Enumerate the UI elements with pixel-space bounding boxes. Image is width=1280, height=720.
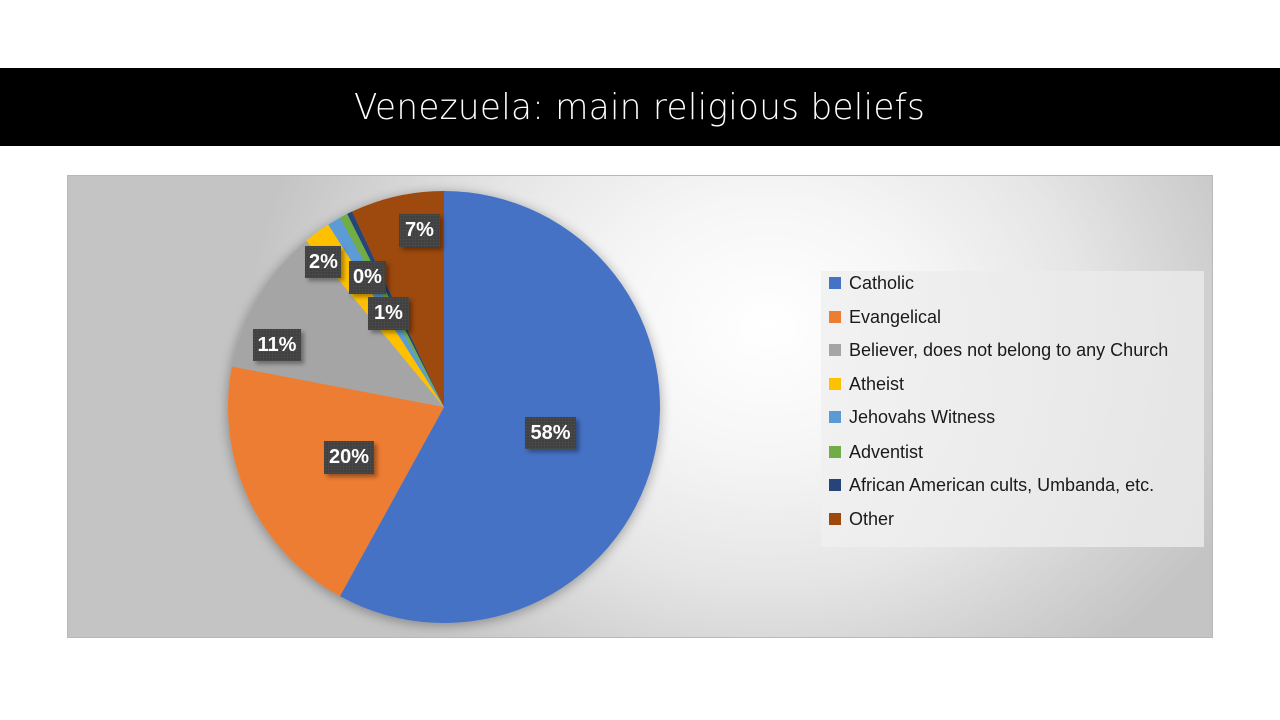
title-bar: Venezuela: main religious beliefs (0, 68, 1280, 146)
pie-slice-evangelical (228, 366, 444, 597)
legend-swatch-icon (829, 479, 841, 491)
pie-chart: 58% 20% 11% 2% 0% 1% 7% Catholic Evangel… (67, 175, 1213, 638)
legend-label: African American cults, Umbanda, etc. (849, 474, 1155, 495)
data-label-evangelical: 20% (324, 441, 374, 474)
legend-item-catholic: Catholic (829, 271, 914, 295)
legend-swatch-icon (829, 344, 841, 356)
legend-swatch-icon (829, 411, 841, 423)
chart-legend: Catholic Evangelical Believer, does not … (821, 271, 1204, 547)
legend-item-atheist: Atheist (829, 372, 904, 396)
legend-swatch-icon (829, 513, 841, 525)
legend-item-adventist: Adventist (829, 440, 923, 464)
pie-slice-catholic (339, 191, 660, 623)
data-label-jehovahs-witness: 1% (368, 297, 409, 330)
legend-label: Other (849, 508, 895, 529)
slide-title: Venezuela: main religious beliefs (354, 86, 926, 128)
legend-item-jehovahs-witness: Jehovahs Witness (829, 405, 995, 429)
legend-swatch-icon (829, 446, 841, 458)
data-label-catholic: 58% (525, 417, 576, 449)
data-label-believer: 11% (253, 329, 301, 361)
legend-swatch-icon (829, 378, 841, 390)
legend-label: Catholic (849, 272, 915, 293)
legend-label: Believer, does not belong to any Church (849, 339, 1169, 360)
legend-item-evangelical: Evangelical (829, 305, 941, 329)
legend-swatch-icon (829, 277, 841, 289)
legend-label: Jehovahs Witness (849, 406, 996, 427)
data-label-atheist: 2% (305, 246, 341, 278)
legend-label: Evangelical (849, 306, 942, 327)
legend-label: Atheist (849, 373, 905, 394)
legend-item-african-american: African American cults, Umbanda, etc. (829, 473, 1154, 497)
legend-label: Adventist (849, 441, 924, 462)
legend-item-believer: Believer, does not belong to any Church (829, 338, 1168, 362)
data-label-african-american: 0% (349, 261, 386, 294)
pie-slice-believer-does-not-belong-to-any-church (231, 240, 444, 407)
data-label-other: 7% (399, 214, 440, 247)
legend-item-other: Other (829, 507, 894, 531)
legend-swatch-icon (829, 311, 841, 323)
pie-slices (228, 191, 660, 623)
